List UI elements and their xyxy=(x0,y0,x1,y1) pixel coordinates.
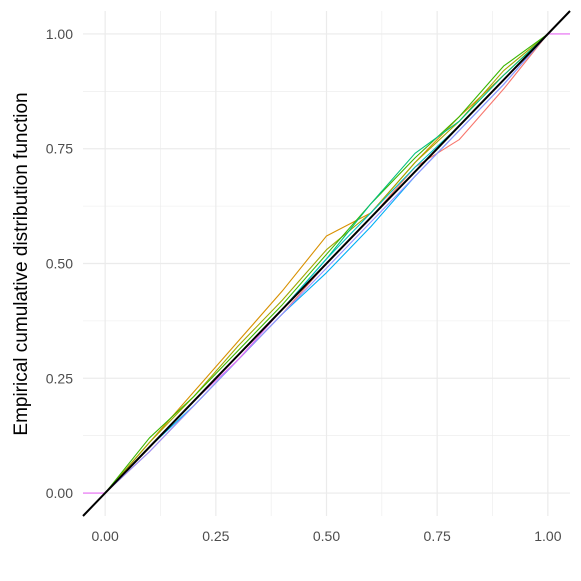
x-tick-label: 1.00 xyxy=(534,528,561,544)
x-tick-label: 0.50 xyxy=(313,528,340,544)
y-tick-label: 0.75 xyxy=(46,141,73,157)
x-tick-label: 0.25 xyxy=(202,528,229,544)
x-tick-label: 0.00 xyxy=(92,528,119,544)
identity-reference-line xyxy=(82,10,571,517)
y-tick-label: 0.50 xyxy=(46,256,73,272)
ecdf-series-line-2 xyxy=(104,33,549,494)
y-tick-label: 0.00 xyxy=(46,485,73,501)
y-tick-label: 0.25 xyxy=(46,370,73,386)
ecdf-series-line-8 xyxy=(104,33,549,494)
y-tick-label: 1.00 xyxy=(46,26,73,42)
y-axis-title: Empirical cumulative distribution functi… xyxy=(11,92,32,435)
y-tick-labels: 0.00 0.25 0.50 0.75 1.00 xyxy=(46,26,73,501)
ecdf-series-line-4 xyxy=(104,33,549,494)
reference-line-group xyxy=(82,10,571,517)
ecdf-series-line-3 xyxy=(104,33,549,494)
x-tick-labels: 0.00 0.25 0.50 0.75 1.00 xyxy=(92,528,562,544)
x-tick-label: 0.75 xyxy=(424,528,451,544)
